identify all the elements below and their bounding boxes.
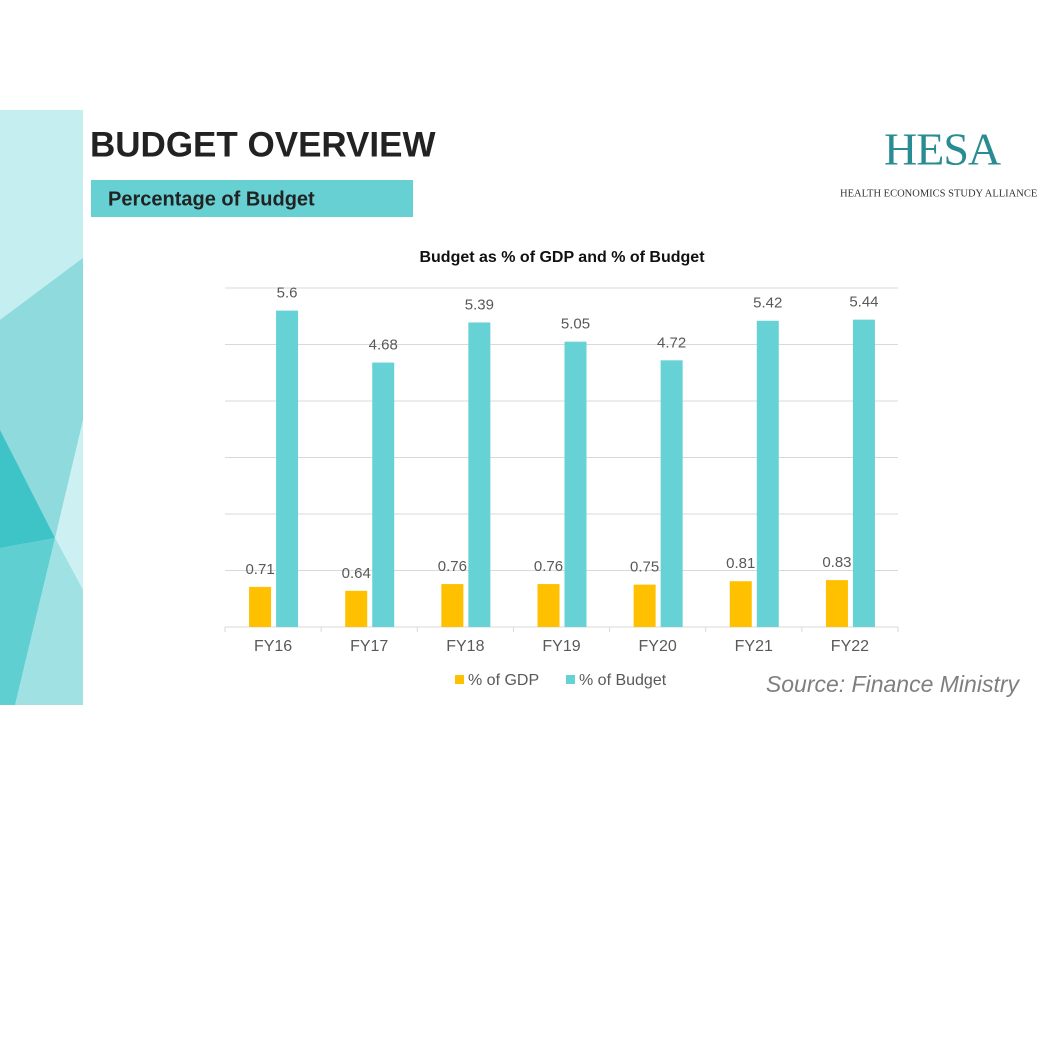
x-tick-label: FY18 — [446, 638, 484, 655]
x-tick-label: FY21 — [735, 638, 773, 655]
bar — [249, 586, 272, 627]
value-label: 5.6 — [277, 285, 298, 302]
subtitle-box — [91, 180, 413, 217]
bar — [660, 360, 683, 627]
bar — [345, 590, 368, 627]
legend-swatch — [566, 675, 575, 684]
source: Source: Finance Ministry — [766, 671, 1021, 697]
x-tick-label: FY22 — [831, 638, 869, 655]
legend-label: % of GDP — [468, 672, 539, 689]
bar — [372, 362, 395, 627]
bar — [825, 580, 848, 627]
bar — [441, 584, 464, 627]
logo: HESA — [884, 124, 1001, 175]
x-tick-label: FY17 — [350, 638, 388, 655]
value-label: 5.44 — [849, 294, 878, 311]
logo-caption: HEALTH ECONOMICS STUDY ALLIANCE — [840, 188, 1037, 199]
value-label: 0.76 — [438, 558, 467, 575]
value-label: 0.76 — [534, 558, 563, 575]
slide-title: BUDGET OVERVIEW — [90, 125, 436, 164]
value-label: 4.68 — [369, 337, 398, 354]
value-label: 5.39 — [465, 296, 494, 313]
plot: FY16 0.71 5.6 FY17 0.64 4.68 FY18 0.76 5.39 FY19 0… — [224, 285, 899, 689]
value-label: 0.83 — [822, 554, 851, 571]
chart-title: Budget as % of GDP and % of Budget — [419, 249, 705, 266]
value-label: 0.75 — [630, 559, 659, 576]
x-tick-label: FY19 — [542, 638, 580, 655]
bar — [852, 319, 875, 627]
decor-strip — [0, 110, 83, 705]
value-label: 5.42 — [753, 295, 782, 312]
bar — [756, 320, 779, 627]
value-label: 0.64 — [342, 565, 371, 582]
bar — [633, 584, 656, 627]
value-label: 5.05 — [561, 316, 590, 333]
bar — [729, 581, 752, 627]
value-label: 0.71 — [245, 561, 274, 578]
value-label: 4.72 — [657, 334, 686, 351]
value-label: 0.81 — [726, 555, 755, 572]
bar — [537, 584, 560, 627]
legend-label: % of Budget — [579, 672, 667, 689]
x-tick-label: FY20 — [639, 638, 677, 655]
subtitle: Percentage of Budget — [108, 188, 315, 210]
bar — [468, 322, 491, 627]
legend-swatch — [455, 675, 464, 684]
x-tick-label: FY16 — [254, 638, 292, 655]
bar — [564, 341, 587, 627]
bar — [276, 310, 299, 627]
